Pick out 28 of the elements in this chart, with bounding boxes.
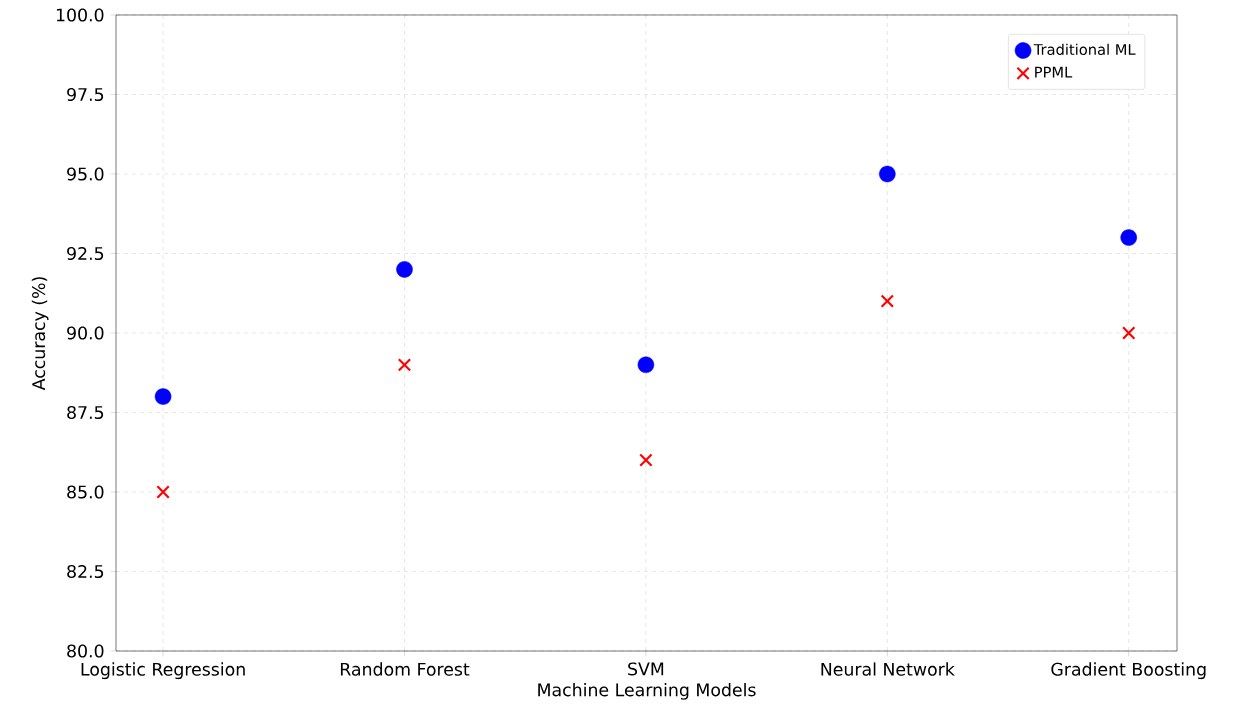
point xyxy=(879,165,896,183)
x-tick-label: Gradient Boosting xyxy=(1051,662,1206,680)
point xyxy=(154,388,172,405)
x-tick-label: Neural Network xyxy=(821,662,955,676)
x-axis-title: Machine Learning Models xyxy=(538,682,756,700)
legend-label: Traditional ML xyxy=(1033,43,1136,56)
point xyxy=(637,356,655,374)
x-tick-label: SVM xyxy=(628,662,664,676)
y-tick-label: 85.0 xyxy=(67,485,104,499)
point xyxy=(397,358,412,372)
y-tick-label: 87.5 xyxy=(67,405,104,420)
y-tick-label: 95.0 xyxy=(67,167,104,181)
y-tick-label: 97.5 xyxy=(67,87,104,102)
legend-label: PPML xyxy=(1035,66,1073,78)
point xyxy=(396,261,413,278)
y-tick-label: 100.0 xyxy=(56,8,104,22)
y-axis-title: Accuracy (%) xyxy=(31,277,49,391)
point xyxy=(639,453,653,467)
point xyxy=(880,294,895,308)
y-tick-label: 82.5 xyxy=(67,564,104,579)
point xyxy=(1122,326,1136,340)
y-tick-label: 92.5 xyxy=(67,246,104,261)
point xyxy=(1120,229,1137,246)
y-tick-label: 90.0 xyxy=(67,326,104,340)
x-tick-label: Logistic Regression xyxy=(81,662,245,680)
x-tick-label: Random Forest xyxy=(340,662,470,676)
point xyxy=(156,485,170,499)
y-tick-label: 80.0 xyxy=(67,644,104,658)
